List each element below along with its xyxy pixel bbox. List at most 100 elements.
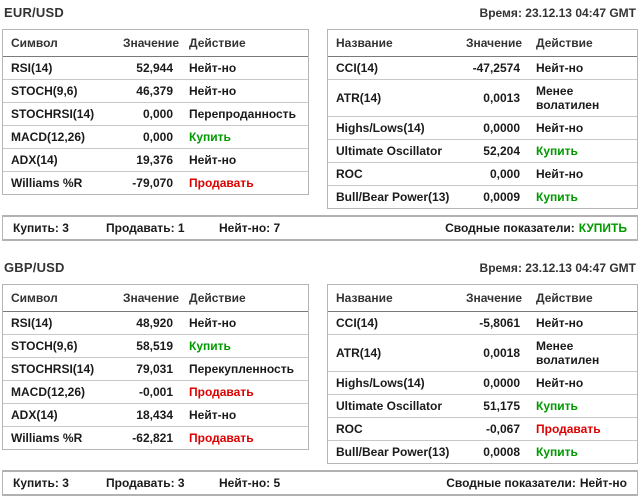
indicator-value: 18,434 (115, 404, 181, 427)
indicator-action: Нейт-но (181, 80, 308, 103)
indicator-value: -5,8061 (458, 312, 528, 335)
indicator-action: Продавать (189, 431, 254, 445)
section-header: GBP/USD Время: 23.12.13 04:47 GMT (2, 255, 638, 284)
indicator-name: ATR(14) (328, 80, 458, 117)
overall-summary: Сводные показатели: Нейт-но (446, 476, 627, 490)
indicator-action: Купить (528, 395, 637, 418)
indicator-value: 58,519 (115, 335, 181, 358)
indicator-name: ADX(14) (3, 404, 115, 427)
column-header-action: Действие (181, 285, 308, 312)
overall-summary-label: Сводные показатели: (445, 221, 575, 235)
indicator-value: 0,0009 (483, 190, 520, 204)
table-row: Bull/Bear Power(13) 0,0008 Купить (328, 441, 637, 463)
indicator-value: 0,000 (458, 163, 528, 186)
indicator-value: 0,0000 (458, 117, 528, 140)
buy-count: Купить: 3 (13, 476, 69, 490)
indicator-action: Нейт-но (528, 163, 637, 186)
indicator-action: Нейт-но (181, 404, 308, 427)
overall-summary: Сводные показатели: КУПИТЬ (445, 221, 627, 235)
overall-summary-value: Нейт-но (579, 476, 627, 490)
table-header-row: Символ Значение Действие (3, 30, 308, 57)
oscillators-table: Название Значение Действие CCI(14) -47,2… (327, 29, 638, 209)
indicator-value: 51,175 (458, 395, 528, 418)
overall-summary-label: Сводные показатели: (446, 476, 576, 490)
indicators-table: Символ Значение Действие RSI(14) 48,920 … (2, 284, 309, 450)
indicator-value: 0,0000 (458, 372, 528, 395)
indicator-name: Highs/Lows(14) (328, 117, 458, 140)
indicator-name: MACD(12,26) (3, 381, 115, 404)
indicator-action: Купить (536, 190, 578, 204)
indicator-action: Купить (528, 140, 637, 163)
table-row: ROC -0,067 Продавать (328, 418, 637, 441)
table-row: ADX(14) 18,434 Нейт-но (3, 404, 308, 427)
summary-bar: Купить: 3 Продавать: 3 Нейт-но: 5 Сводны… (2, 470, 638, 496)
indicator-action: Нейт-но (528, 312, 637, 335)
indicator-value: 0,0008 (483, 445, 520, 459)
indicator-value: 52,204 (458, 140, 528, 163)
indicator-name: ADX(14) (3, 149, 115, 172)
indicator-name: STOCHRSI(14) (3, 358, 115, 381)
indicator-action: Нейт-но (528, 57, 637, 80)
indicator-value: -47,2574 (458, 57, 528, 80)
table-row: CCI(14) -5,8061 Нейт-но (328, 312, 637, 335)
table-row: Bull/Bear Power(13) 0,0009 Купить (328, 186, 637, 208)
indicator-action: Продавать (181, 381, 308, 404)
indicator-name: Ultimate Oscillator (328, 395, 458, 418)
indicator-value: 52,944 (115, 57, 181, 80)
indicator-name: MACD(12,26) (3, 126, 115, 149)
column-header-name: Название (328, 30, 458, 57)
table-row: Highs/Lows(14) 0,0000 Нейт-но (328, 372, 637, 395)
table-row: Williams %R -79,070 Продавать (3, 172, 308, 194)
neutral-count: Нейт-но: 5 (219, 476, 281, 490)
column-header-action: Действие (528, 30, 637, 57)
table-row: STOCHRSI(14) 0,000 Перепроданность (3, 103, 308, 126)
indicator-name: Williams %R (11, 431, 83, 445)
indicator-action: Перепроданность (181, 103, 308, 126)
indicator-name: Williams %R (11, 176, 83, 190)
indicator-action: Продавать (189, 176, 254, 190)
table-row: STOCHRSI(14) 79,031 Перекупленность (3, 358, 308, 381)
indicator-value: 0,000 (115, 126, 181, 149)
table-header-row: Название Значение Действие (328, 30, 637, 57)
indicator-name: ROC (328, 163, 458, 186)
tables-row: Символ Значение Действие RSI(14) 48,920 … (2, 284, 638, 464)
indicator-name: RSI(14) (3, 312, 115, 335)
indicator-value: -0,001 (115, 381, 181, 404)
table-row: MACD(12,26) 0,000 Купить (3, 126, 308, 149)
table-row: MACD(12,26) -0,001 Продавать (3, 381, 308, 404)
indicator-value: 0,0013 (458, 80, 528, 117)
indicator-value: -0,067 (458, 418, 528, 441)
indicator-action: Купить (536, 445, 578, 459)
indicator-action: Нейт-но (181, 57, 308, 80)
indicator-value: -79,070 (132, 176, 173, 190)
indicator-name: CCI(14) (328, 312, 458, 335)
timestamp: Время: 23.12.13 04:47 GMT (479, 6, 636, 20)
indicator-name: Bull/Bear Power(13) (336, 445, 450, 459)
summary-bar: Купить: 3 Продавать: 1 Нейт-но: 7 Сводны… (2, 215, 638, 241)
neutral-count: Нейт-но: 7 (219, 221, 281, 235)
tables-row: Символ Значение Действие RSI(14) 52,944 … (2, 29, 638, 209)
table-row: ROC 0,000 Нейт-но (328, 163, 637, 186)
indicator-name: Ultimate Oscillator (328, 140, 458, 163)
column-header-value: Значение (115, 30, 181, 57)
indicator-name: RSI(14) (3, 57, 115, 80)
indicator-name: Bull/Bear Power(13) (336, 190, 450, 204)
indicator-action: Менее волатилен (528, 80, 637, 117)
column-header-action: Действие (528, 285, 637, 312)
column-header-symbol: Символ (3, 285, 115, 312)
pair-title: EUR/USD (4, 5, 64, 20)
indicator-action: Нейт-но (181, 149, 308, 172)
indicator-value: 79,031 (115, 358, 181, 381)
indicator-value: -62,821 (132, 431, 173, 445)
table-row: ADX(14) 19,376 Нейт-но (3, 149, 308, 172)
indicator-value: 19,376 (115, 149, 181, 172)
indicator-value: 0,000 (115, 103, 181, 126)
table-row: RSI(14) 52,944 Нейт-но (3, 57, 308, 80)
section-eurusd: EUR/USD Время: 23.12.13 04:47 GMT Символ… (0, 0, 640, 241)
indicator-action: Купить (181, 335, 308, 358)
column-header-value: Значение (115, 285, 181, 312)
section-gbpusd: GBP/USD Время: 23.12.13 04:47 GMT Символ… (0, 255, 640, 496)
indicator-action: Перекупленность (181, 358, 308, 381)
indicator-action: Нейт-но (181, 312, 308, 335)
sell-count: Продавать: 3 (106, 476, 185, 490)
